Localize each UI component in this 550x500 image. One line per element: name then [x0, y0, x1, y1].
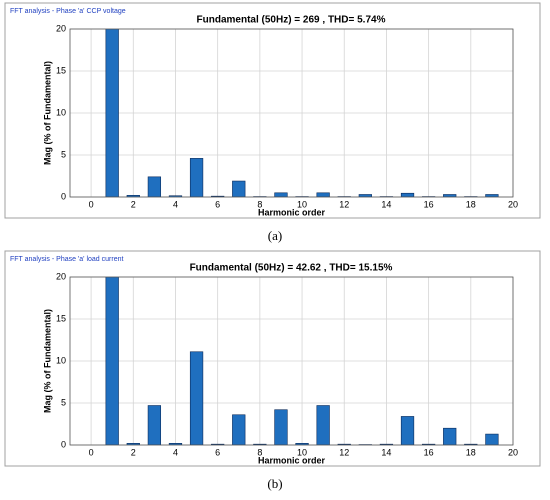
bar — [464, 443, 478, 445]
bar — [211, 443, 225, 445]
x-tick-label: 8 — [257, 199, 262, 209]
bar — [274, 192, 288, 197]
bar — [211, 195, 225, 197]
x-tick-label: 14 — [381, 199, 391, 209]
bar — [400, 192, 415, 197]
bar — [274, 409, 288, 445]
bar — [126, 195, 140, 197]
y-tick-label: 20 — [56, 23, 66, 33]
y-tick-label: 15 — [56, 313, 66, 323]
caption: (b) — [267, 476, 282, 491]
bar — [443, 427, 457, 445]
x-tick-label: 20 — [508, 447, 518, 457]
plot-border — [69, 28, 514, 198]
x-tick-label: 12 — [339, 447, 349, 457]
x-tick-label: 2 — [131, 447, 136, 457]
bar — [147, 405, 162, 445]
y-tick-label: 5 — [61, 149, 66, 159]
x-axis-label: Harmonic order — [258, 207, 326, 217]
x-axis-label: Harmonic order — [258, 455, 326, 465]
y-tick-label: 10 — [56, 107, 66, 117]
chart-title: Fundamental (50Hz) = 269 , THD= 5.74% — [197, 15, 386, 26]
plot-border — [69, 276, 514, 446]
chart-panel: FFT analysis - Phase 'a' CCP voltage Fund… — [4, 2, 541, 243]
y-axis-label: Mag (% of Fundamental) — [42, 309, 52, 413]
bar — [232, 180, 246, 197]
x-tick-label: 0 — [89, 447, 94, 457]
bar — [379, 443, 394, 445]
x-tick-label: 10 — [297, 447, 307, 457]
bar — [316, 405, 330, 445]
window-title: FFT analysis - Phase 'a' load current — [10, 256, 123, 263]
x-tick-label: 4 — [173, 199, 178, 209]
bar — [421, 443, 436, 445]
y-tick-label: 10 — [56, 355, 66, 365]
y-tick-label: 20 — [56, 271, 66, 281]
y-axis-label: Mag (% of Fundamental) — [42, 61, 52, 165]
chart-title: Fundamental (50Hz) = 42.62 , THD= 15.15% — [190, 263, 393, 274]
bar — [253, 443, 267, 445]
x-tick-label: 6 — [215, 199, 220, 209]
x-tick-label: 10 — [297, 199, 307, 209]
x-tick-label: 16 — [424, 447, 434, 457]
y-tick-label: 15 — [56, 65, 66, 75]
bar — [126, 443, 140, 445]
bar — [105, 277, 119, 445]
x-tick-label: 2 — [131, 199, 136, 209]
x-tick-label: 16 — [424, 199, 434, 209]
y-tick-label: 0 — [61, 191, 66, 201]
x-tick-label: 18 — [466, 447, 476, 457]
bar — [232, 414, 246, 445]
window-title: FFT analysis - Phase 'a' CCP voltage — [10, 8, 126, 15]
x-tick-label: 14 — [381, 447, 391, 457]
bar — [189, 158, 204, 197]
bar — [316, 192, 330, 197]
y-tick-label: 0 — [61, 439, 66, 449]
bar — [400, 416, 415, 445]
bar — [189, 351, 204, 445]
bar — [485, 433, 499, 445]
y-tick-label: 5 — [61, 397, 66, 407]
x-tick-label: 12 — [339, 199, 349, 209]
x-tick-label: 18 — [466, 199, 476, 209]
caption: (a) — [268, 228, 282, 243]
bar — [168, 443, 183, 445]
bars — [105, 277, 499, 445]
bar — [168, 195, 183, 197]
x-tick-label: 20 — [508, 199, 518, 209]
bar — [147, 176, 162, 197]
x-tick-label: 6 — [215, 447, 220, 457]
bar — [105, 29, 119, 197]
bar — [295, 443, 309, 445]
x-tick-label: 0 — [89, 199, 94, 209]
chart-panel: FFT analysis - Phase 'a' load current Fun… — [4, 250, 541, 491]
x-tick-label: 4 — [173, 447, 178, 457]
x-tick-label: 8 — [257, 447, 262, 457]
bar — [337, 443, 351, 445]
